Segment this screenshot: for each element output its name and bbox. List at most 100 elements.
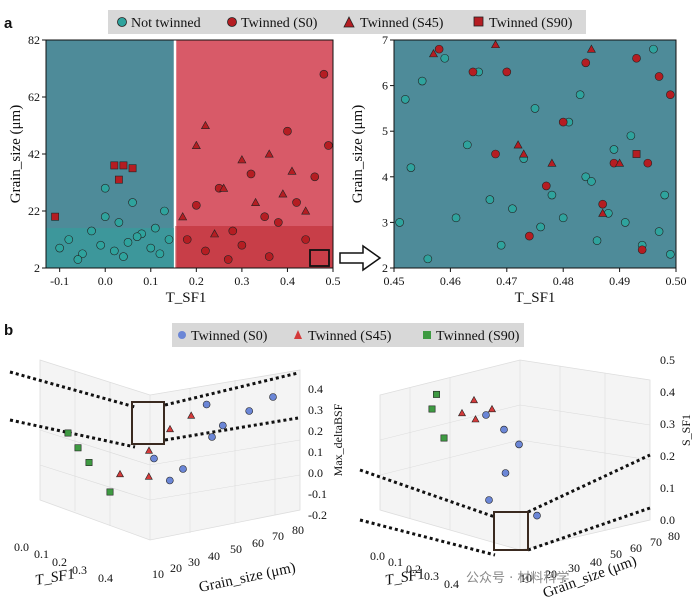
highlight-box-right xyxy=(493,511,529,551)
point-twinned-s0 xyxy=(598,199,607,209)
legend-label-b-s0: Twinned (S0) xyxy=(191,329,268,344)
point-twinned-s45 xyxy=(428,49,438,58)
y-tick-label-3d: 60 xyxy=(252,536,264,550)
zoom-box xyxy=(309,249,330,267)
point-not-twinned xyxy=(417,76,427,86)
y-tick-label-3d: 80 xyxy=(292,523,304,537)
legend-marker-twinned-s90 xyxy=(473,16,484,27)
point-3d-s0 xyxy=(202,400,211,409)
point-not-twinned xyxy=(530,104,540,113)
panel-label-a: a xyxy=(4,15,13,32)
x-tick-label-3d: 0.3 xyxy=(72,563,87,577)
z-tick-label: 0.0 xyxy=(660,513,675,527)
z-tick-label: 0.4 xyxy=(308,382,323,396)
z-tick-label: 0.4 xyxy=(660,385,675,399)
point-not-twinned xyxy=(128,198,137,207)
x-tick-label: 0.1 xyxy=(143,274,158,288)
point-3d-s0 xyxy=(208,433,216,441)
point-not-twinned xyxy=(119,252,128,261)
point-twinned-s90 xyxy=(632,150,641,158)
point-twinned-s0 xyxy=(502,67,512,77)
z-tick-label: 0.2 xyxy=(308,424,323,438)
y-tick-label: 62 xyxy=(28,90,40,104)
point-twinned-s90 xyxy=(128,164,137,173)
x-tick-label: 0.0 xyxy=(98,274,113,288)
x-tick-label: 0.50 xyxy=(666,274,687,288)
y-tick-label-3d: 30 xyxy=(188,555,200,569)
point-twinned-s45 xyxy=(210,229,220,238)
chart-b-left: -0.2-0.10.00.10.20.30.40.0 0.10.20.30.4 10… xyxy=(9,359,345,596)
legend-marker-twinned-s45 xyxy=(343,16,355,28)
point-twinned-s0 xyxy=(324,141,333,150)
point-twinned-s45 xyxy=(287,166,297,175)
point-twinned-s45 xyxy=(191,140,201,149)
point-not-twinned xyxy=(406,163,416,172)
x-tick-label: -0.1 xyxy=(50,274,69,288)
point-twinned-s0 xyxy=(666,90,675,100)
point-not-twinned xyxy=(114,218,124,227)
point-twinned-s0 xyxy=(182,235,192,244)
x-axis-label-3d-right: T_SF1 xyxy=(384,566,426,589)
point-3d-s45 xyxy=(165,424,175,433)
point-3d-s0 xyxy=(269,393,277,401)
point-3d-s90 xyxy=(433,390,440,398)
point-twinned-s0 xyxy=(192,201,201,210)
point-twinned-s0 xyxy=(558,117,568,127)
point-not-twinned xyxy=(649,44,658,54)
legend-a: Not twinned Twinned (S0) Twinned (S45) T… xyxy=(108,10,586,34)
point-twinned-s0 xyxy=(223,255,233,264)
point-not-twinned xyxy=(620,218,630,227)
y-tick-label-3d: 40 xyxy=(590,555,602,569)
point-twinned-s45 xyxy=(278,189,288,198)
y-axis-label-right: Grain_size (μm) xyxy=(350,105,366,203)
point-not-twinned xyxy=(423,254,433,264)
point-twinned-s0 xyxy=(292,198,301,207)
point-not-twinned xyxy=(100,212,110,221)
y-tick-label: 6 xyxy=(382,79,388,93)
y-tick-label: 82 xyxy=(28,33,40,47)
point-twinned-s0 xyxy=(301,235,310,244)
legend-label-twinned-s45: Twinned (S45) xyxy=(360,16,444,31)
point-not-twinned xyxy=(395,218,404,227)
point-3d-s0 xyxy=(485,496,493,504)
point-twinned-s45 xyxy=(251,197,261,206)
point-not-twinned xyxy=(592,236,602,245)
point-not-twinned xyxy=(155,249,165,259)
x-tick-label-3d: 0.4 xyxy=(444,577,459,591)
x-tick-label-3d: 0.0 xyxy=(370,549,385,563)
point-not-twinned xyxy=(64,235,74,244)
legend-label-b-s90: Twinned (S90) xyxy=(436,329,520,344)
x-tick-label: 0.49 xyxy=(609,274,630,288)
point-3d-s45 xyxy=(487,404,497,413)
point-3d-s90 xyxy=(106,488,114,496)
point-3d-s0 xyxy=(501,469,510,477)
point-twinned-s0 xyxy=(491,149,500,159)
point-not-twinned xyxy=(575,90,585,100)
point-twinned-s90 xyxy=(110,161,119,170)
point-3d-s45 xyxy=(469,395,479,404)
point-3d-s45 xyxy=(457,408,467,417)
point-twinned-s0 xyxy=(468,67,478,77)
point-3d-s0 xyxy=(150,454,158,463)
x-axis-label-left: T_SF1 xyxy=(166,290,207,306)
x-tick-label-3d: 0.1 xyxy=(34,547,49,561)
chart-a-right: 0.45 0.46 0.47 0.48 0.49 0.50 2 3 4 5 6 7 T_SF1 Gra… xyxy=(350,33,687,306)
point-twinned-s45 xyxy=(586,44,596,53)
point-not-twinned xyxy=(451,213,461,223)
point-3d-s0 xyxy=(500,425,508,434)
x-axis-label-3d-left: T_SF1 xyxy=(34,566,76,589)
x-tick-label: 0.2 xyxy=(189,274,204,288)
point-3d-s90 xyxy=(74,444,82,452)
y-tick-label: 42 xyxy=(28,147,40,161)
watermark: 公众号 · 材料科学 xyxy=(466,570,569,586)
point-3d-s45 xyxy=(144,446,154,454)
z-tick-label: -0.2 xyxy=(308,508,327,522)
y-tick-label-3d: 10 xyxy=(520,571,532,585)
point-not-twinned xyxy=(151,223,160,233)
point-twinned-s0 xyxy=(264,252,274,261)
point-3d-s0 xyxy=(245,407,253,415)
point-not-twinned xyxy=(463,140,472,150)
point-not-twinned xyxy=(146,243,156,253)
point-twinned-s0 xyxy=(201,246,210,256)
